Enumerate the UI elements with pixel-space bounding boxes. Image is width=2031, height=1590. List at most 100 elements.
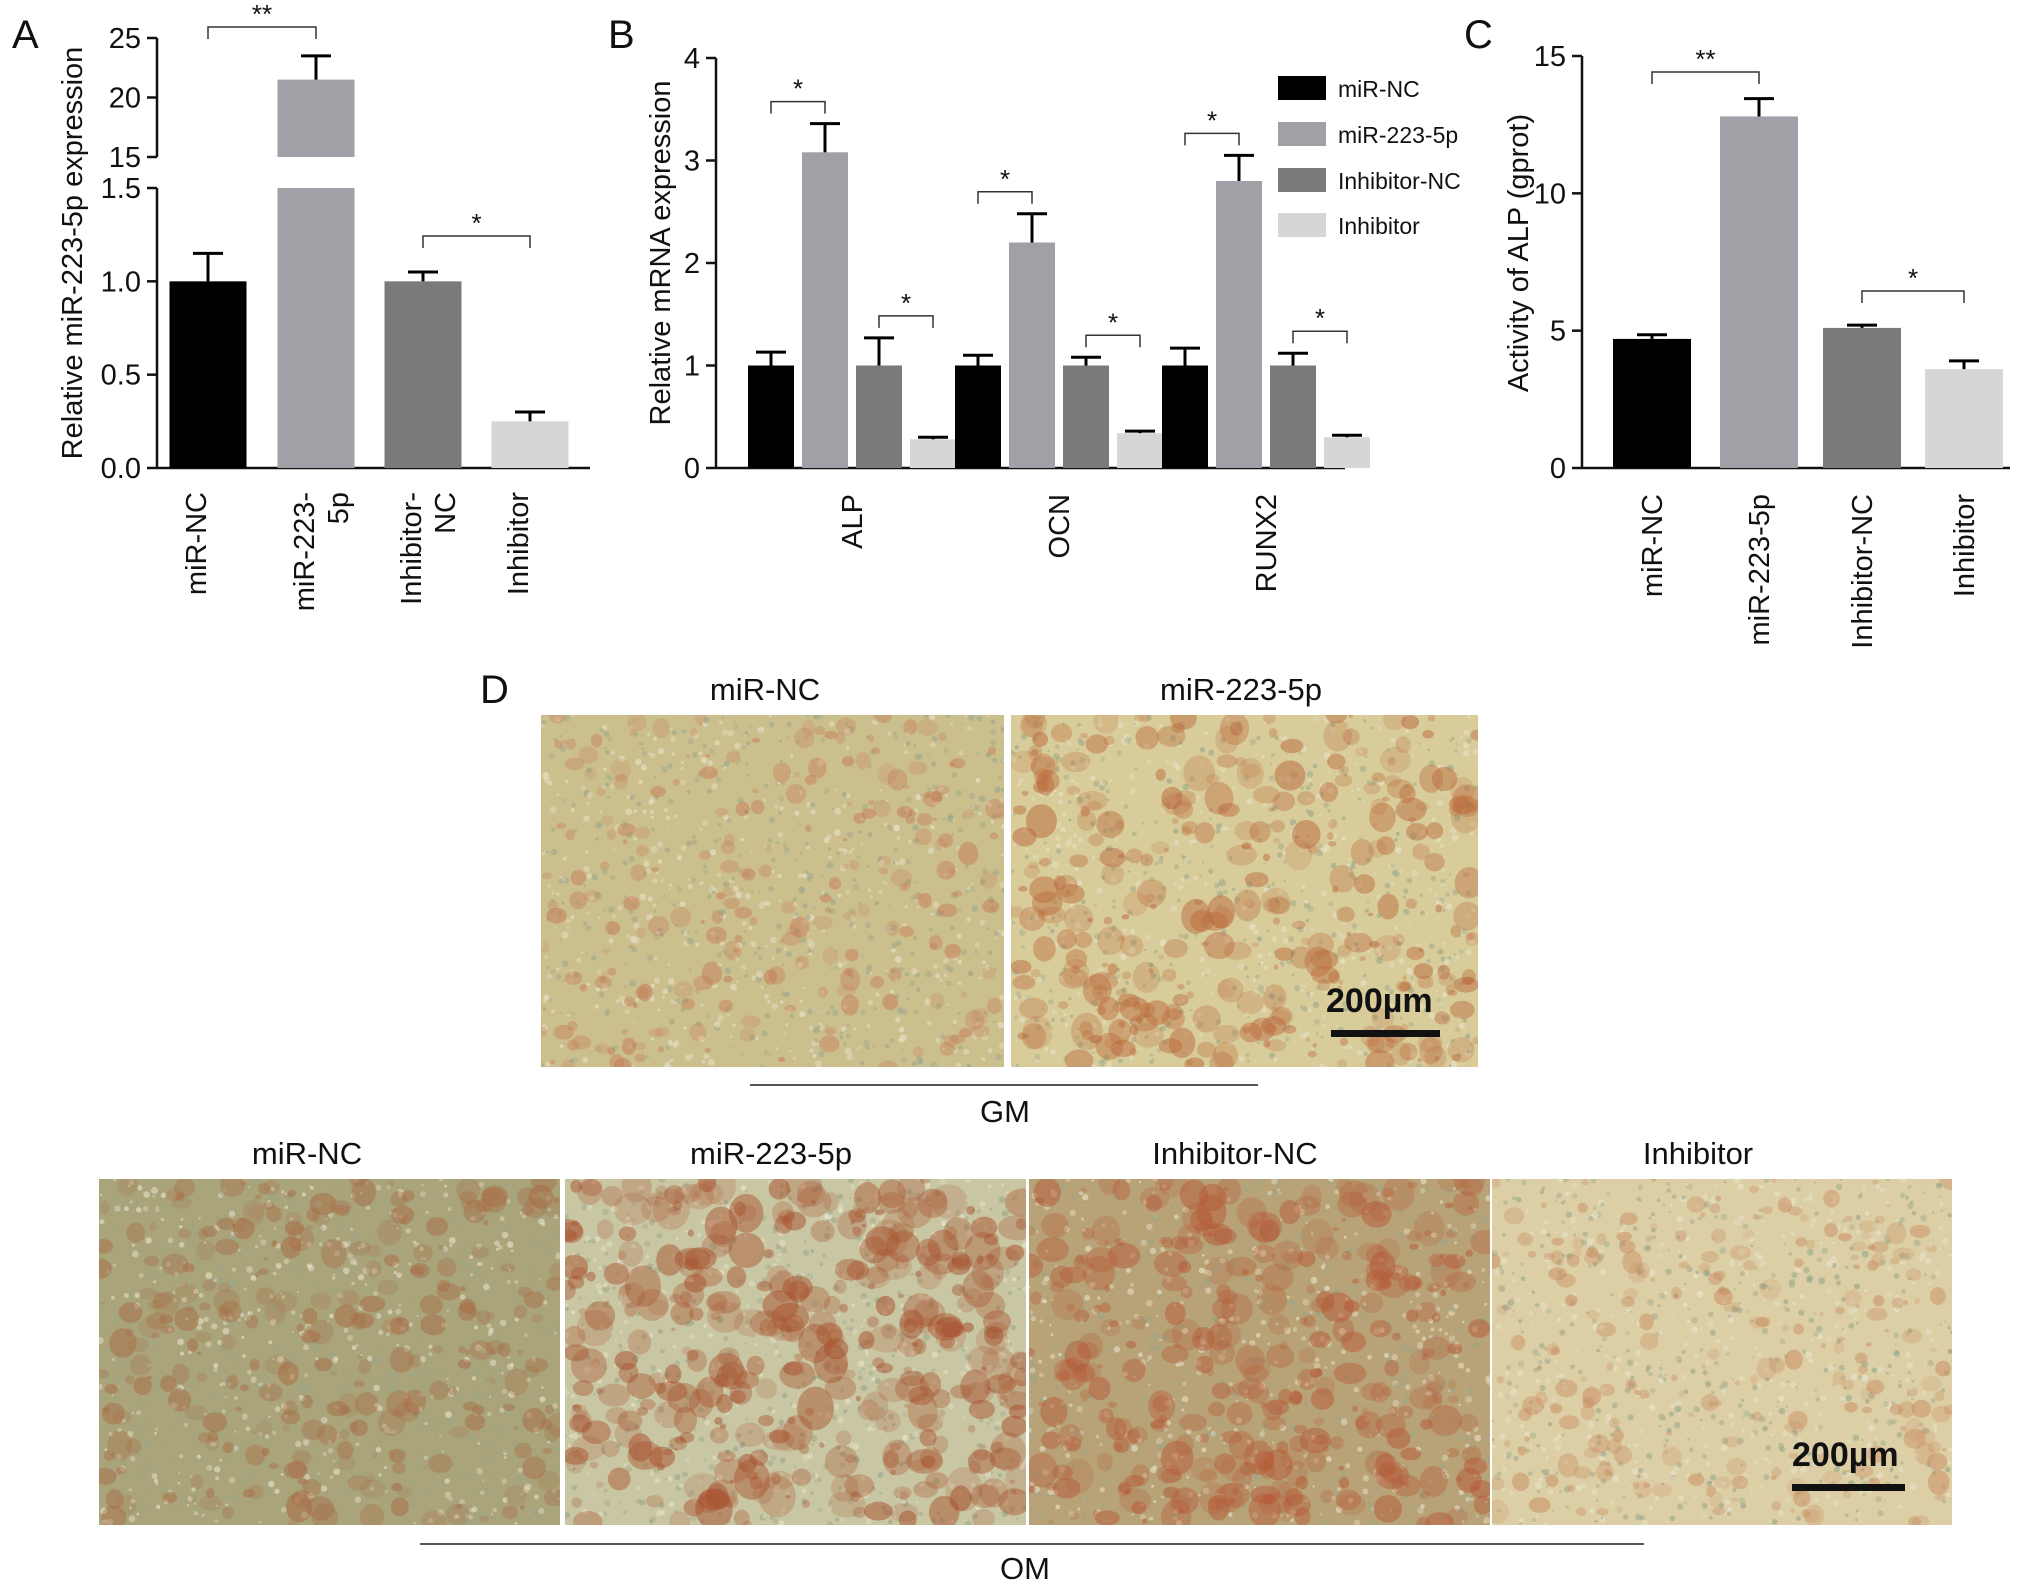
panel-b-legend-label-inhibitor-nc: Inhibitor-NC [1338,168,1461,194]
panel-b-y-axis-label: Relative mRNA expression [645,81,677,426]
panel-b-sig-2-label: * [901,288,911,318]
gm-scale-bar [1331,1030,1440,1037]
panel-c-xtick-label: Inhibitor [1949,494,1981,598]
panel-c-y-axis-label: Activity of ALP (gprot) [1503,114,1535,392]
panel-b-letter: B [608,13,635,57]
panel-b-ytick-label: 3 [684,146,700,178]
panel-b-xtick-label: OCN [1044,494,1076,558]
panel-a-xtick-label: miR-NC [181,492,213,595]
panel-b-bar-ocn-inhibitor [1117,433,1163,468]
panel-a-bar-mir-nc [169,281,247,468]
panel-c-letter: C [1464,13,1493,57]
panel-b-bar-runx2-inhibitor [1324,437,1370,468]
om-scale-bar-label: 200µm [1792,1436,1899,1474]
panel-b-legend-swatch-inhibitor [1278,213,1326,237]
panel-a-bar-mir-223-5p-lower [277,188,355,468]
panel-a-xtick-label: miR-223- [289,492,321,611]
panel-a-xtick-label: 5p [323,492,355,524]
panel-b-sig-3-label: * [1000,164,1010,194]
panel-b-sig-3-bracket [977,191,1033,204]
panel-b-xtick-label: ALP [837,494,869,549]
panel-a-xtick-label: Inhibitor [503,492,535,596]
panel-b-sig-1-label: * [793,74,803,104]
panel-c-xtick-label: miR-223-5p [1744,494,1776,646]
panel-c-sig-1-label: ** [1695,44,1715,74]
gm-image-title-1: miR-NC [709,672,821,707]
panel-b-bar-ocn-mir-223-5p [1009,242,1055,468]
panel-a-sig-1-bracket [207,26,317,39]
panel-a-sig-2-label: * [471,208,481,238]
panel-b-bar-alp-inhibitor-nc [856,365,902,468]
panel-c-bar-mir-223-5p [1720,116,1798,468]
gm-micrograph-mir-223-5p [1011,715,1478,1067]
panel-c-sig-2-bracket [1861,290,1965,303]
panel-a-y-axis-label: Relative miR-223-5p expression [57,47,89,460]
om-scale-bar [1792,1484,1905,1491]
micrograph-texture [1492,1179,1952,1525]
om-micrograph-mir-223-5p [565,1179,1026,1525]
panel-b-sig-5-label: * [1207,105,1217,135]
panel-d-letter: D [480,668,509,712]
panel-c-ytick-label: 10 [1534,178,1566,210]
panel-a-xtick-label: Inhibitor- [396,492,428,605]
panel-a-bar-inhibitor [491,421,569,468]
panel-c-sig-1-bracket [1651,71,1760,84]
panel-c-chart: C 0 5 10 15 Activity of ALP (gprot) miR-NC miR-… [1464,13,2010,649]
om-micrograph-mir-nc [99,1179,560,1525]
panel-a-ytick-label: 0.5 [101,360,141,392]
panel-b-sig-2-bracket [878,315,934,328]
panel-c-ytick-label: 5 [1550,316,1566,348]
panel-b-bar-runx2-inhibitor-nc [1270,365,1316,468]
panel-a-ytick-label: 0.0 [101,453,141,485]
panel-b-legend-label-mir-nc: miR-NC [1338,76,1420,102]
om-group-line [420,1543,1644,1545]
panel-b-sig-1-bracket [770,100,826,114]
gm-group-line [750,1084,1258,1086]
panel-c-xtick-label: miR-NC [1637,494,1669,597]
panel-b-legend-swatch-mir-223-5p [1278,122,1326,146]
panel-b-bar-runx2-mir-nc [1162,365,1208,468]
panel-a-letter: A [12,13,39,57]
panel-c-ytick-label: 15 [1534,41,1566,73]
panel-c-bar-inhibitor-nc [1823,327,1901,468]
panel-a-ytick-label: 1.0 [101,266,141,298]
panel-b-legend-label-mir-223-5p: miR-223-5p [1338,122,1458,148]
panel-a-xtick-label: NC [430,492,462,534]
micrograph-texture [1029,1179,1490,1525]
om-micrograph-inhibitor-nc [1029,1179,1490,1525]
om-image-title-2: miR-223-5p [690,1136,852,1171]
panel-a-chart: A 0.0 0.5 1.0 1.515 20 25 Relative miR-223-5p e… [12,0,590,611]
om-image-title-1: miR-NC [251,1136,363,1171]
panel-c-bar-inhibitor [1925,369,2003,468]
panel-a-bar-mir-223-5p-upper [277,79,355,157]
om-image-title-4: Inhibitor [1642,1136,1754,1171]
panel-b-sig-6-label: * [1315,303,1325,333]
panel-b-sig-4-label: * [1108,307,1118,337]
panel-b-bar-alp-inhibitor [910,439,956,468]
gm-scale-bar-label: 200µm [1326,982,1433,1020]
panel-b-ytick-label: 4 [684,43,700,75]
panel-b-xtick-label: RUNX2 [1251,494,1283,592]
gm-micrograph-mir-nc [541,715,1004,1067]
panel-b-bar-alp-mir-223-5p [802,152,848,469]
om-image-title-3: Inhibitor-NC [1152,1136,1318,1171]
panel-b-legend-swatch-inhibitor-nc [1278,168,1326,192]
panel-a-ytick-label: 20 [109,83,141,115]
panel-b-bar-alp-mir-nc [748,365,794,468]
panel-b-bar-ocn-inhibitor-nc [1063,365,1109,468]
panel-b-sig-5-bracket [1184,132,1240,146]
micrograph-texture [99,1179,560,1525]
panel-a-ytick-label: 1.5 [101,173,141,205]
panel-a-sig-1-label: ** [252,0,272,29]
panel-c-ytick-label: 0 [1550,453,1566,485]
panel-b-bar-runx2-mir-223-5p [1216,181,1262,468]
micrograph-texture [565,1179,1026,1525]
panel-b-ytick-label: 2 [684,248,700,280]
micrograph-texture [1011,715,1478,1067]
micrograph-texture [541,715,1004,1067]
panel-c-xtick-label: Inhibitor-NC [1847,494,1879,649]
panel-a-ytick-label: 25 [109,23,141,55]
gm-group-label: GM [980,1094,1030,1129]
om-group-label: OM [1000,1551,1050,1586]
